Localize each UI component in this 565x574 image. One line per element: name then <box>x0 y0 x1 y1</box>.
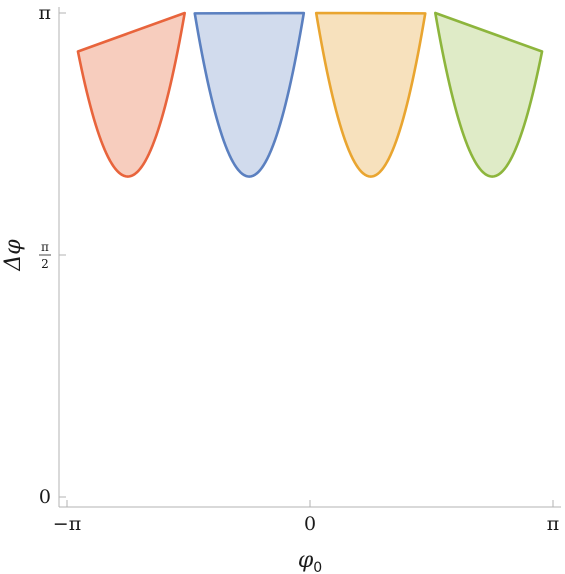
x-tick-label-1: −π <box>53 513 81 535</box>
y-axis-title: Δφ <box>1 239 26 272</box>
x-tick-label-3: π <box>547 513 560 535</box>
x-axis-title: φ0 <box>298 548 322 574</box>
y-tick-label-3: π <box>39 2 52 24</box>
axis-labels: φ0 Δφ <box>1 239 322 574</box>
y-tick-label-2: π2 <box>39 240 51 271</box>
x-tick-label-2: 0 <box>304 513 316 535</box>
region-4 <box>434 11 544 178</box>
region-1 <box>76 11 186 178</box>
y-tick-label-numerator: π <box>41 240 49 254</box>
region-3 <box>314 11 427 178</box>
y-tick-label-denominator: 2 <box>41 257 49 271</box>
region-2 <box>193 11 306 178</box>
y-tick-label-1: 0 <box>39 486 51 508</box>
plot-regions <box>76 11 544 178</box>
